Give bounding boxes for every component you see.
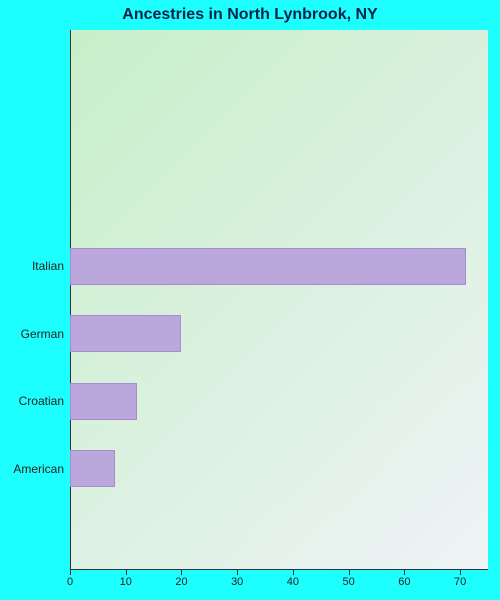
- plot-area: [70, 30, 488, 570]
- bar-german: [70, 315, 181, 352]
- x-tick-mark: [293, 570, 294, 575]
- x-tick-mark: [460, 570, 461, 575]
- x-tick-label: 70: [454, 576, 466, 588]
- x-tick-label: 10: [120, 576, 132, 588]
- x-tick-mark: [237, 570, 238, 575]
- x-axis-spine: [70, 569, 488, 570]
- x-tick-mark: [126, 570, 127, 575]
- x-tick-mark: [404, 570, 405, 575]
- x-tick-label: 20: [175, 576, 187, 588]
- x-tick-label: 50: [343, 576, 355, 588]
- bar-italian: [70, 248, 466, 285]
- chart-container: Ancestries in North Lynbrook, NY City-Da…: [0, 0, 500, 600]
- y-label: Croatian: [19, 394, 64, 408]
- bar-croatian: [70, 383, 137, 420]
- y-label: German: [21, 327, 64, 341]
- x-tick-label: 40: [287, 576, 299, 588]
- x-tick-mark: [349, 570, 350, 575]
- x-tick-label: 30: [231, 576, 243, 588]
- plot-background: [70, 30, 488, 570]
- x-tick-label: 0: [67, 576, 73, 588]
- x-tick-mark: [181, 570, 182, 575]
- y-label: Italian: [32, 259, 64, 273]
- bar-american: [70, 450, 115, 487]
- x-tick-mark: [70, 570, 71, 575]
- x-tick-label: 60: [398, 576, 410, 588]
- chart-title: Ancestries in North Lynbrook, NY: [0, 6, 500, 24]
- y-axis-spine: [70, 30, 71, 570]
- y-label: American: [13, 462, 64, 476]
